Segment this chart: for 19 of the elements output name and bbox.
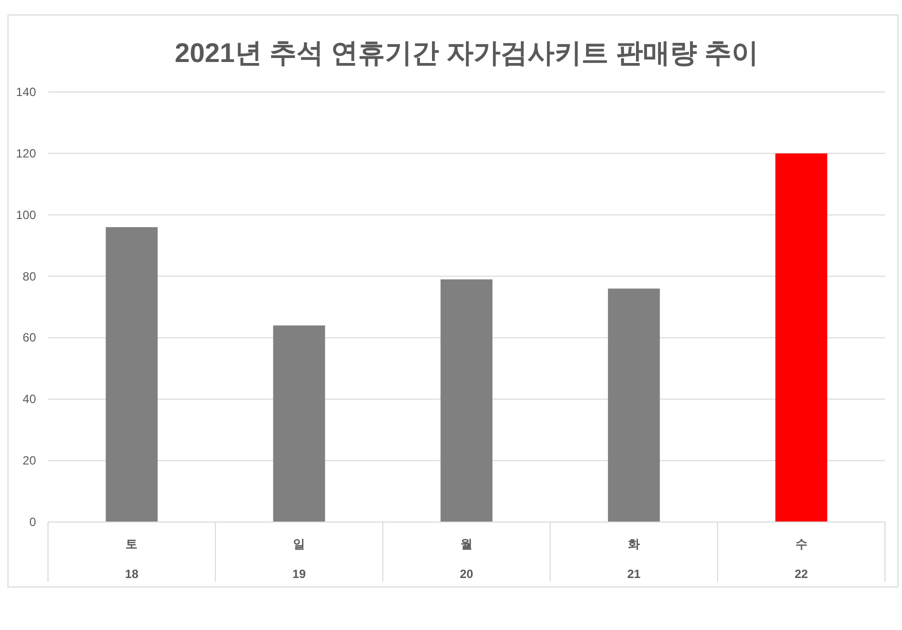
y-tick-label: 60 — [22, 330, 36, 345]
y-tick-label: 20 — [22, 454, 36, 468]
category-label: 수 22 — [794, 537, 808, 581]
y-tick-label: 80 — [22, 269, 36, 284]
bar — [273, 325, 326, 522]
category-label: 월 20 — [460, 537, 474, 581]
y-tick-label: 0 — [29, 515, 36, 529]
category-label: 화 21 — [627, 537, 641, 581]
chart-title: 2021년 추석 연휴기간 자가검사키트 판매량 추이 — [174, 38, 758, 68]
y-tick-label: 120 — [16, 146, 36, 160]
bar — [608, 288, 660, 522]
category-label: 토 18 — [125, 537, 138, 581]
bar — [106, 227, 158, 522]
bar — [775, 153, 828, 522]
y-tick-label: 100 — [16, 208, 36, 222]
category-label: 일 19 — [292, 537, 306, 581]
bar — [440, 279, 492, 522]
y-tick-label: 40 — [22, 392, 36, 406]
y-tick-label: 140 — [16, 85, 36, 99]
